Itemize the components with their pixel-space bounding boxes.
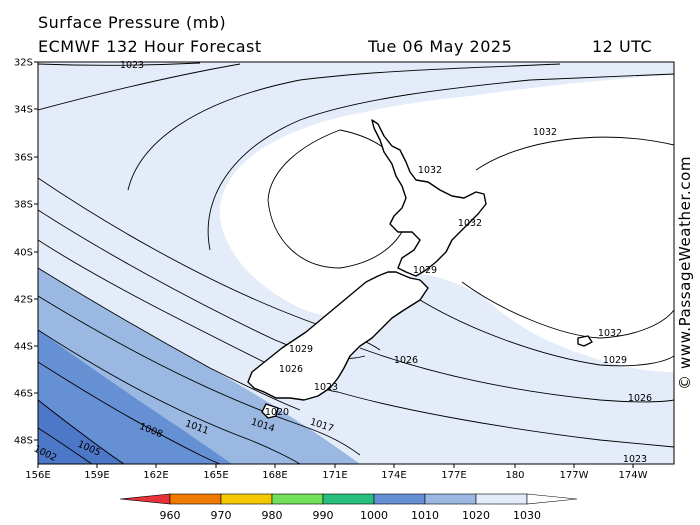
pressure-fill-high-east <box>454 180 674 372</box>
isobar-1008 <box>38 399 125 464</box>
lon-label: 162E <box>143 470 168 481</box>
legend-swatch <box>424 493 477 505</box>
isobar-label: 1029 <box>603 355 627 366</box>
lat-label: 46S <box>14 389 33 400</box>
forecast-model-label: ECMWF 132 Hour Forecast <box>38 37 262 56</box>
isobar-1029-se <box>419 299 674 367</box>
pressure-fill-990 <box>38 400 124 464</box>
pressure-legend: 960 970 980 990 1000 1010 1020 1030 <box>119 493 578 522</box>
forecast-date: Tue 06 May 2025 <box>368 37 513 56</box>
lon-label: 174E <box>381 470 406 481</box>
isobar-label: 1026 <box>394 355 418 366</box>
chart-title: Surface Pressure (mb) <box>38 13 227 32</box>
south-island <box>247 271 429 401</box>
isobar-labels: 1023 1032 1032 1032 1029 1029 1026 1026 1023 1020… <box>32 60 652 465</box>
lat-label: 48S <box>14 436 33 447</box>
legend-value: 1020 <box>462 509 490 522</box>
stewart-island <box>261 403 279 419</box>
latitude-axis: 32S 34S 36S 38S 40S 42S 44S 46S 48S <box>14 58 38 447</box>
lat-label: 32S <box>14 58 33 69</box>
pressure-fill-1000 <box>38 330 232 464</box>
isobar-label: 1026 <box>279 364 303 375</box>
isobar-1026-se <box>359 347 674 403</box>
legend-value: 970 <box>211 509 232 522</box>
lon-label: 159E <box>84 470 109 481</box>
longitude-axis: 156E 159E 162E 165E 168E 171E 174E 177E 180 177W 1… <box>25 464 648 481</box>
legend-value: 1000 <box>360 509 388 522</box>
lon-label: 165E <box>203 470 228 481</box>
lon-label: 156E <box>25 470 50 481</box>
legend-swatch <box>220 493 273 505</box>
isobar-label: 1029 <box>289 344 313 355</box>
legend-swatch <box>169 493 222 505</box>
isobars <box>38 62 674 464</box>
lat-label: 34S <box>14 105 33 116</box>
legend-value: 960 <box>160 509 181 522</box>
legend-swatch <box>373 493 426 505</box>
isobar-1032-outer <box>207 73 674 251</box>
legend-value: 1030 <box>513 509 541 522</box>
legend-value: 1010 <box>411 509 439 522</box>
legend-value: 980 <box>262 509 283 522</box>
credit-text: © www.PassageWeather.com <box>676 155 694 390</box>
isobar-1032-se <box>461 281 674 339</box>
isobar-1017 <box>38 295 361 456</box>
isobar-1029-north <box>127 63 561 191</box>
isobar-1011 <box>38 361 221 464</box>
north-island <box>371 119 487 277</box>
isobar-1023-north <box>38 62 201 66</box>
isobar-label: 1023 <box>120 60 144 71</box>
lat-label: 40S <box>14 248 33 259</box>
lat-label: 42S <box>14 295 33 306</box>
isobar-1014 <box>38 329 301 464</box>
isobar-label: 1026 <box>628 393 652 404</box>
lon-label: 174W <box>619 470 648 481</box>
isobar-label: 1020 <box>265 407 289 418</box>
lon-label: 168E <box>262 470 287 481</box>
isobar-label: 1032 <box>458 218 482 229</box>
new-zealand-land <box>247 119 593 419</box>
isobar-1020 <box>38 267 301 411</box>
legend-arrow-right <box>526 493 578 505</box>
lon-label: 177W <box>560 470 589 481</box>
lon-label: 180 <box>505 470 524 481</box>
legend-swatch <box>475 493 528 505</box>
isobar-label: 1032 <box>598 328 622 339</box>
lon-label: 177E <box>441 470 466 481</box>
isobar-label: 1023 <box>314 382 338 393</box>
isobar-label: 1032 <box>533 127 557 138</box>
lon-label: 171E <box>322 470 347 481</box>
forecast-time: 12 UTC <box>592 37 653 56</box>
isobar-1023-se <box>337 391 674 448</box>
chatham-islands <box>577 335 593 347</box>
isobar-label: 1023 <box>623 454 647 465</box>
isobar-1005 <box>38 427 93 464</box>
lat-label: 44S <box>14 342 33 353</box>
legend-arrow-left <box>119 493 171 505</box>
isobar-label: 1029 <box>413 265 437 276</box>
isobar-1026-north <box>38 63 241 111</box>
isobar-label: 1032 <box>418 165 442 176</box>
lat-label: 36S <box>14 153 33 164</box>
map-frame <box>37 61 675 465</box>
legend-swatch <box>271 493 324 505</box>
map-area <box>38 62 674 464</box>
legend-swatch <box>322 493 375 505</box>
legend-value: 990 <box>313 509 334 522</box>
isobar-1032-east <box>475 136 674 171</box>
lat-label: 38S <box>14 200 33 211</box>
